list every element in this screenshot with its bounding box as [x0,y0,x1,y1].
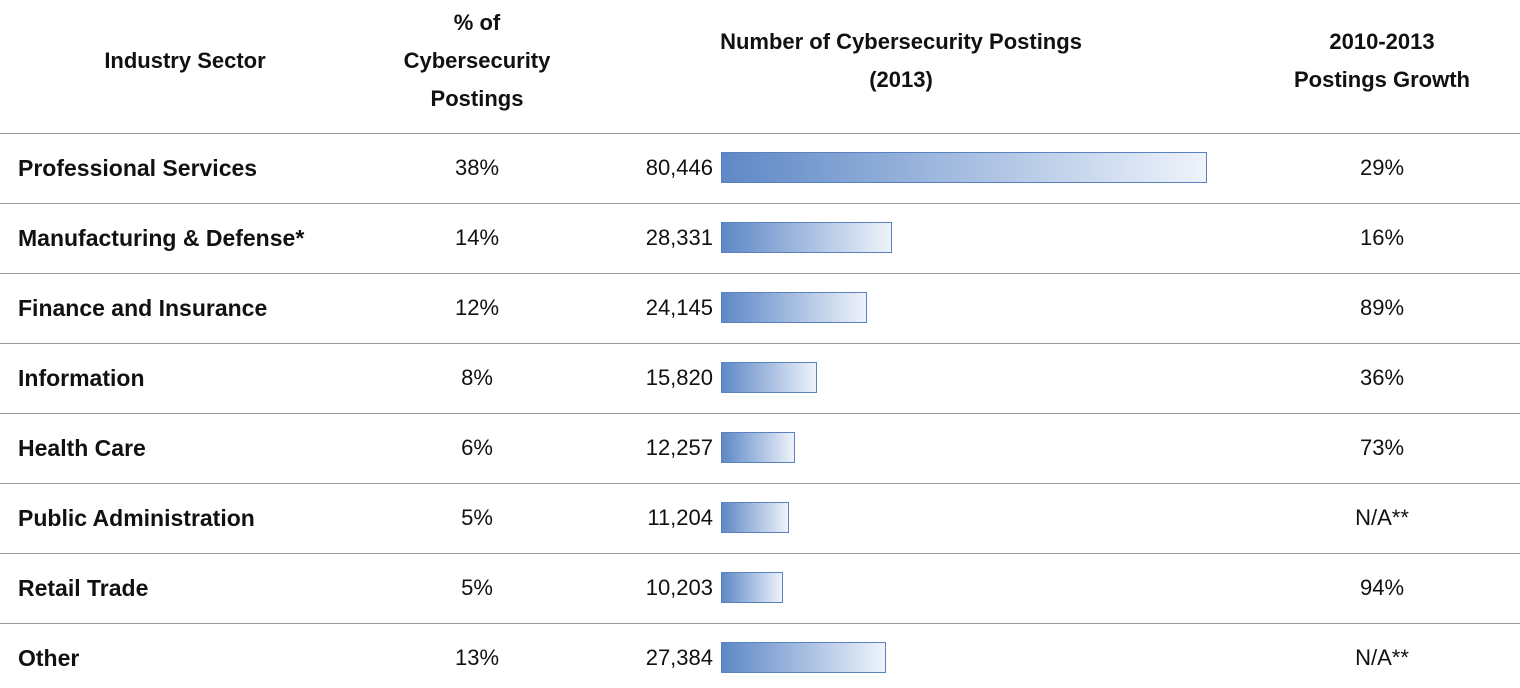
growth-cell: 29% [1359,155,1405,180]
row-rule [0,483,1520,484]
postings-bar [721,642,887,673]
postings-label: 28,331 [645,225,713,250]
column-header: Industry Sector [104,48,266,73]
column-header: Cybersecurity [403,48,551,73]
share-cell: 14% [454,225,500,250]
sector-label: Public Administration [18,505,255,531]
row-rule [0,413,1520,414]
postings-bar [721,362,817,393]
column-header: % of [453,10,501,35]
growth-cell: 94% [1359,575,1405,600]
column-header: Number of Cybersecurity Postings [720,29,1082,54]
growth-cell: 73% [1359,435,1405,460]
postings-bar [721,432,796,463]
postings-label: 24,145 [645,295,713,320]
postings-label: 27,384 [645,645,713,670]
postings-label: 11,204 [647,505,713,530]
header-rule [0,133,1520,134]
postings-bar [721,502,789,533]
postings-bar [721,572,783,603]
sector-label: Manufacturing & Defense* [18,225,305,251]
sector-label: Professional Services [18,155,258,181]
column-header: 2010-2013 [1329,29,1435,54]
growth-cell: 16% [1359,225,1405,250]
growth-cell: 36% [1359,365,1405,390]
share-cell: 38% [454,155,500,180]
growth-cell: N/A** [1355,645,1409,670]
row-rule [0,273,1520,274]
postings-bar [721,152,1207,183]
column-header: Postings [430,86,524,111]
sector-label: Health Care [18,435,146,461]
row-rule [0,343,1520,344]
share-cell: 12% [454,295,500,320]
postings-label: 15,820 [645,365,713,390]
postings-label: 10,203 [645,575,713,600]
share-cell: 8% [461,365,493,390]
row-rule [0,553,1520,554]
column-header: Postings Growth [1294,67,1470,92]
share-cell: 13% [454,645,500,670]
sector-label: Retail Trade [18,575,149,601]
postings-bar [721,292,867,323]
postings-label: 12,257 [645,435,713,460]
postings-bar [721,222,893,253]
row-rule [0,623,1520,624]
growth-cell: N/A** [1355,505,1409,530]
share-cell: 6% [461,435,493,460]
sector-label: Information [18,365,145,391]
row-rule [0,203,1520,204]
share-cell: 5% [461,505,493,530]
postings-label: 80,446 [645,155,713,180]
growth-cell: 89% [1359,295,1405,320]
column-header: (2013) [869,67,933,92]
share-cell: 5% [461,575,493,600]
sector-label: Other [18,645,80,671]
sector-label: Finance and Insurance [18,295,268,321]
